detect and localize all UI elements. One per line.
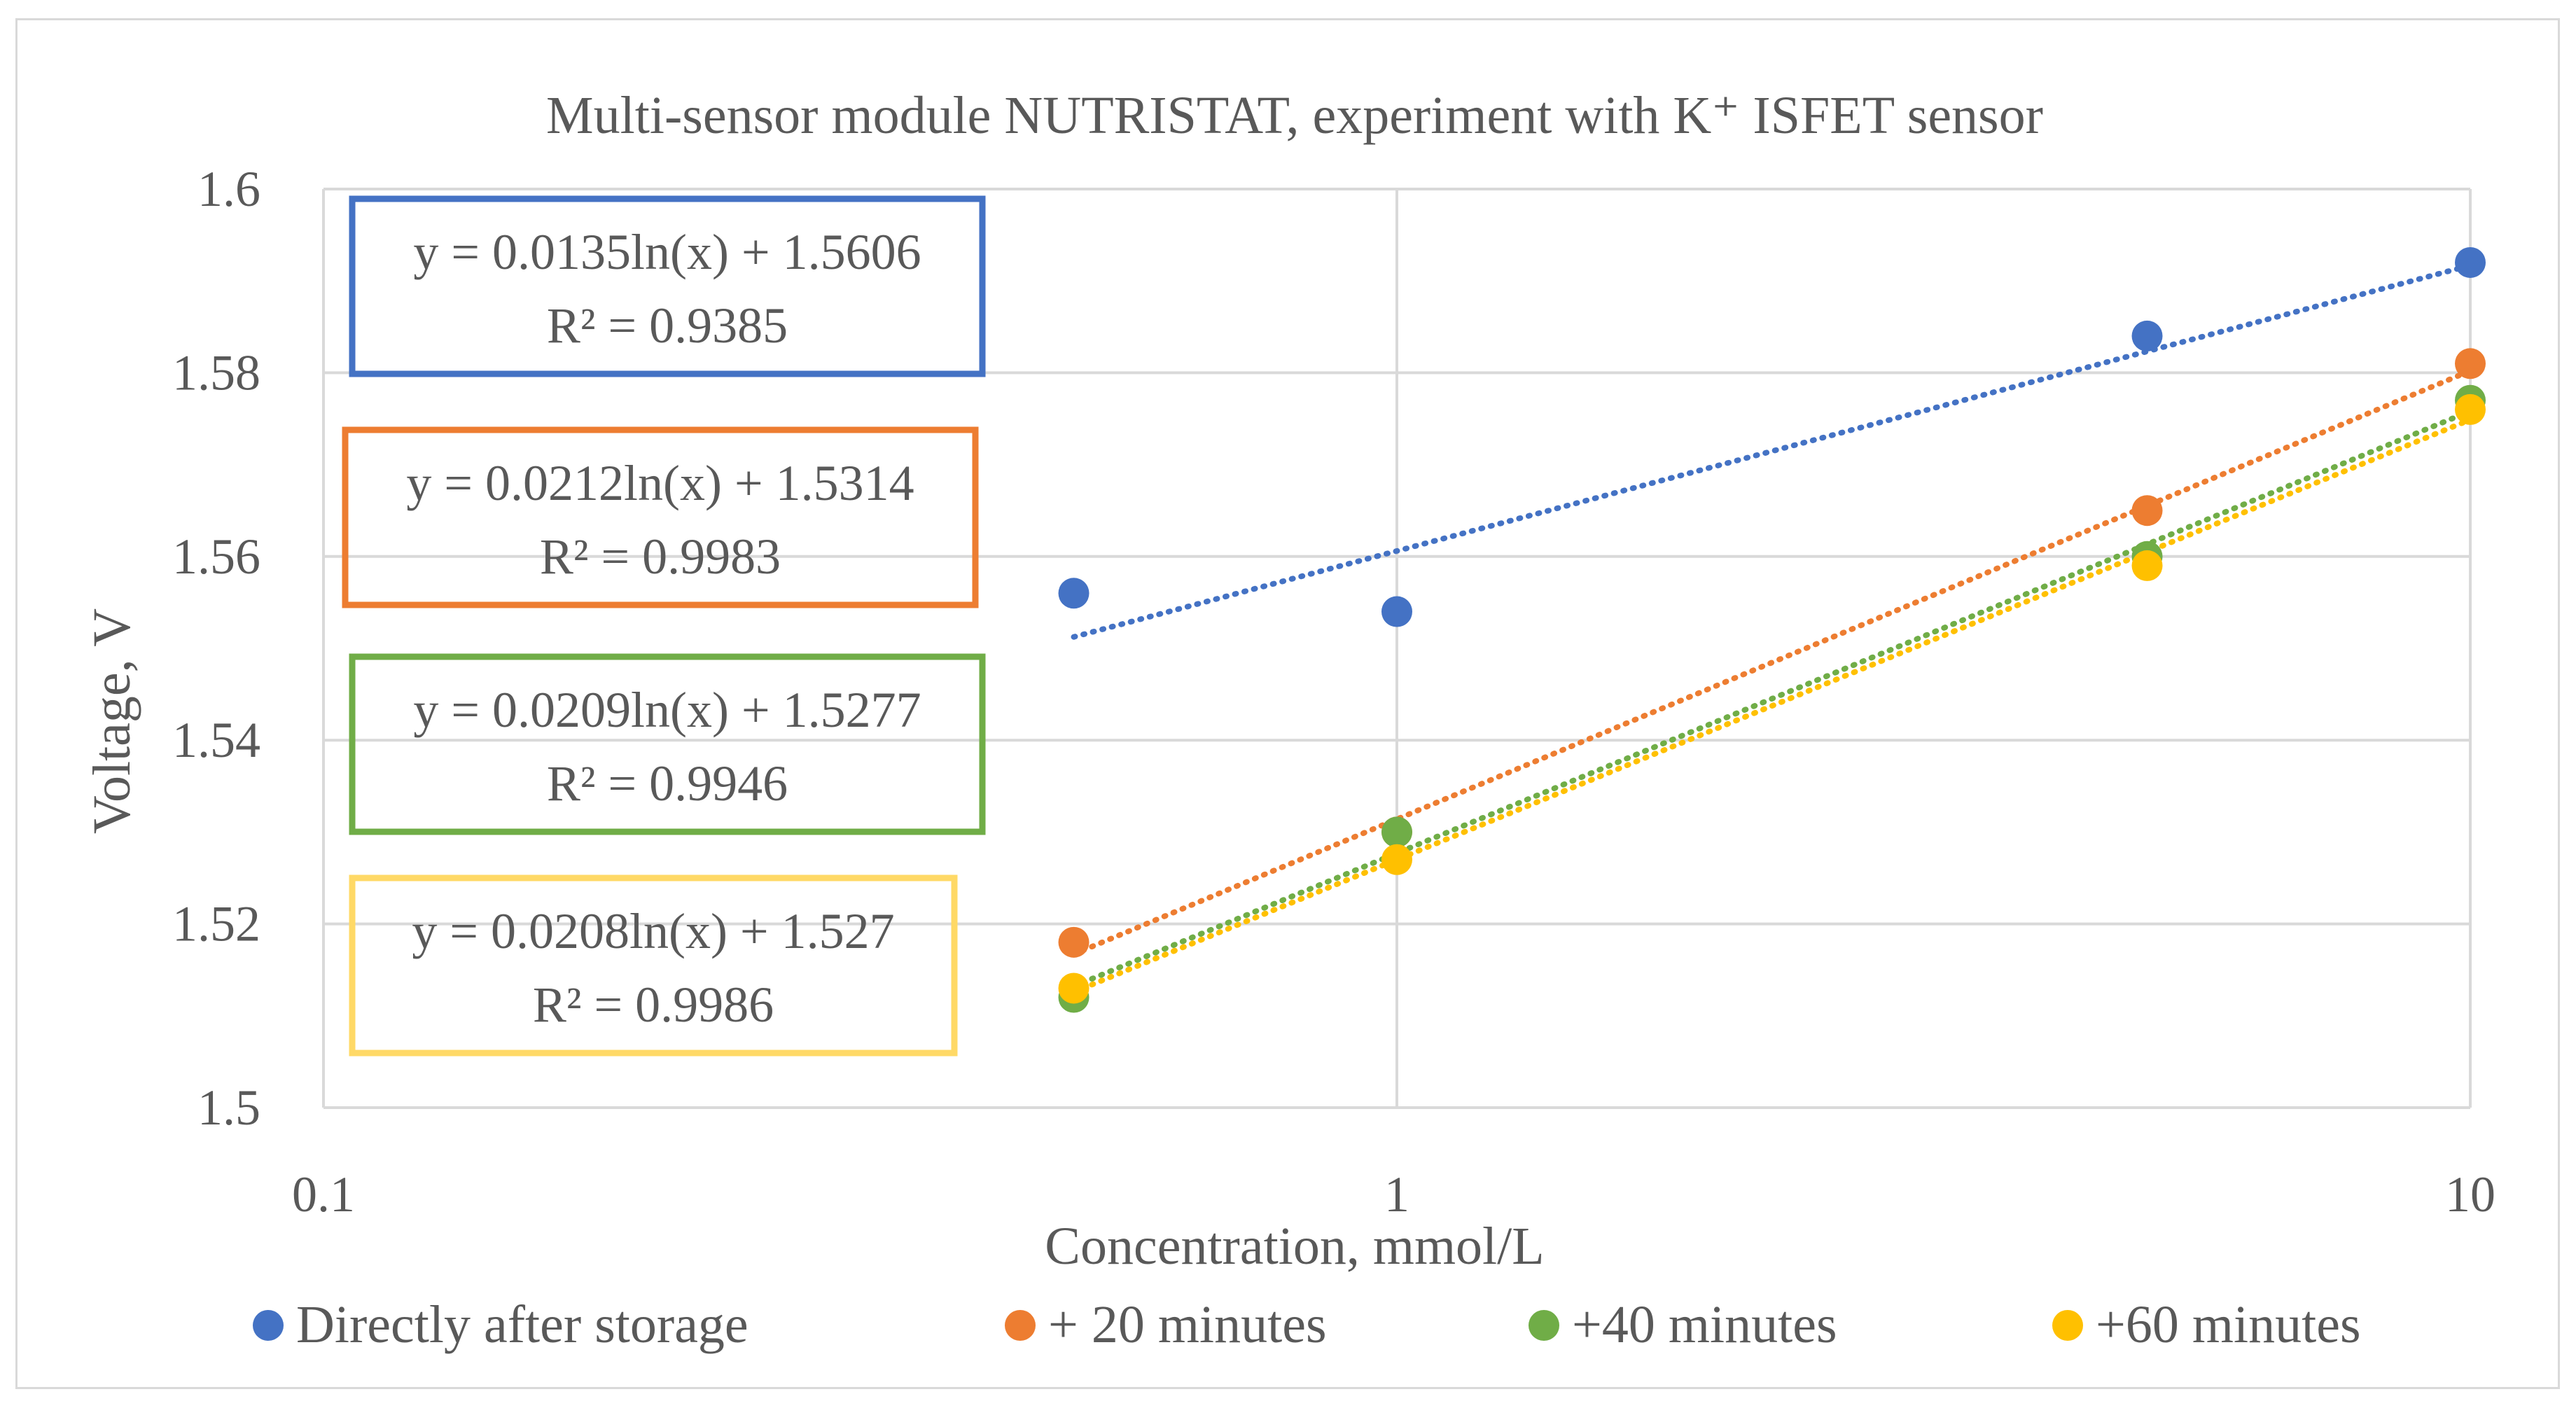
chart-frame — [15, 18, 2560, 1389]
x-tick-label: 0.1 — [292, 1166, 355, 1222]
chart-title: Multi-sensor module NUTRISTAT, experimen… — [546, 86, 2043, 145]
legend-marker-series-2 — [1005, 1310, 1036, 1341]
legend-label: Directly after storage — [296, 1295, 749, 1354]
y-tick-label: 1.52 — [172, 896, 260, 952]
y-tick-label: 1.5 — [197, 1080, 260, 1136]
trendlines — [1071, 263, 2473, 995]
data-points — [1058, 246, 2486, 1013]
legend-marker-series-3 — [1529, 1310, 1559, 1341]
data-point-series-1 — [1058, 578, 1089, 609]
legend-marker-series-4 — [2052, 1310, 2083, 1341]
trendline-equation: y = 0.0209ln(x) + 1.5277 — [413, 682, 921, 738]
trendline-series-1 — [1071, 263, 2473, 640]
y-tick-label: 1.54 — [172, 712, 260, 768]
equation-box-series-3 — [349, 653, 986, 835]
y-tick-label: 1.6 — [197, 161, 260, 217]
y-tick-label: 1.56 — [172, 529, 260, 585]
trendline-equations: y = 0.0135ln(x) + 1.5606 R² = 0.9385 y = 0… — [342, 195, 986, 1057]
trendline-r-squared: R² = 0.9385 — [547, 298, 788, 354]
trendline-series-4 — [1071, 417, 2473, 995]
equation-box-series-1 — [349, 195, 986, 377]
trendline-r-squared: R² = 0.9983 — [540, 529, 781, 585]
x-tick-label: 1 — [1384, 1166, 1409, 1222]
data-point-series-2 — [2131, 495, 2163, 527]
trendline-equation: y = 0.0212ln(x) + 1.5314 — [406, 455, 914, 511]
x-axis-label: Concentration, mmol/L — [1045, 1217, 1544, 1276]
trendline-equation: y = 0.0208ln(x) + 1.527 — [412, 903, 894, 959]
x-axis-ticks: 0.1 1 10 — [292, 1166, 2495, 1222]
grid — [322, 188, 2472, 1109]
data-point-series-1 — [2131, 320, 2163, 351]
data-point-series-4 — [1058, 973, 1089, 1004]
trendline-r-squared: R² = 0.9946 — [547, 755, 788, 811]
y-tick-label: 1.58 — [172, 344, 260, 400]
y-axis-label: Voltage, V — [83, 608, 141, 834]
data-point-series-4 — [2455, 393, 2486, 425]
data-point-series-1 — [1381, 596, 1412, 627]
data-point-series-4 — [1381, 844, 1412, 875]
y-axis-ticks: 1.5 1.52 1.54 1.56 1.58 1.6 — [172, 161, 260, 1136]
legend-label: +40 minutes — [1572, 1295, 1837, 1354]
data-point-series-2 — [2455, 348, 2486, 379]
legend-marker-series-1 — [253, 1310, 284, 1341]
legend-label: + 20 minutes — [1048, 1295, 1327, 1354]
legend-label: +60 minutes — [2096, 1295, 2361, 1354]
x-tick-label: 10 — [2445, 1166, 2495, 1222]
legend: Directly after storage + 20 minutes +40 mi… — [253, 1295, 2361, 1354]
equation-box-series-2 — [342, 426, 979, 608]
trendline-r-squared: R² = 0.9986 — [533, 977, 774, 1033]
trendline-equation: y = 0.0135ln(x) + 1.5606 — [413, 224, 921, 280]
data-point-series-1 — [2455, 246, 2486, 278]
data-point-series-4 — [2131, 550, 2163, 581]
trendline-series-2 — [1071, 368, 2473, 957]
data-point-series-2 — [1058, 926, 1089, 958]
trendline-series-3 — [1071, 408, 2473, 989]
equation-box-series-4 — [349, 874, 958, 1057]
data-point-series-3 — [1381, 816, 1412, 848]
